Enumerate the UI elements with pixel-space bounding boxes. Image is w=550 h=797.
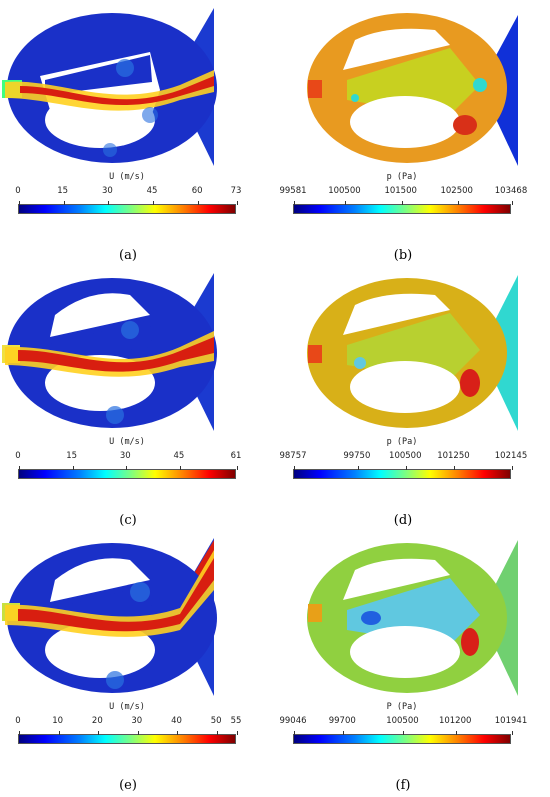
colorbar-tick-e [98,731,100,735]
colorbar-b [293,201,513,214]
colorbar-tick-label-d: 99750 [343,451,371,461]
caption-f: (f) [395,778,411,793]
colorbar-tick-label-f: 100500 [386,716,419,726]
colorbar-tick-label-a: 0 [15,186,21,196]
colorbar-title-a: U (m/s) [109,172,145,182]
colorbar-title-d: p (Pa) [386,437,418,447]
colorbar-tick-label-a: 30 [101,186,113,196]
colorbar-tick-b [294,201,295,205]
colorbar-tick-a [198,201,199,205]
panel-e [0,530,275,795]
colorbar-tick-c [72,466,74,470]
colorbar-tick-label-e: 50 [210,716,222,726]
colorbar-tick-label-c: 0 [15,451,21,461]
colorbar-tick-label-c: 61 [230,451,242,461]
colorbar-tick-e [177,731,179,735]
colorbar-tick-label-a: 60 [191,186,203,196]
colorbar-tick-d [454,466,456,470]
colorbar-tick-label-b: 100500 [328,186,361,196]
colorbar-f [293,731,513,744]
colorbar-tick-b [457,201,459,205]
colorbar-tick-f [294,731,295,735]
velocity-contour-c [2,273,217,431]
colorbar-tick-e [217,731,218,735]
colorbar-tick-e [137,731,139,735]
panel-b [275,0,550,265]
colorbar-tick-label-f: 101200 [438,716,472,726]
panel-c [0,265,275,530]
colorbar-tick-label-c: 30 [119,451,131,461]
colorbar-tick-f [456,731,457,735]
colorbar-tick-f [512,731,513,735]
caption-c: (c) [119,513,137,528]
caption-a: (a) [119,248,137,263]
colorbar-tick-label-e: 20 [91,716,103,726]
colorbar-tick-label-f: 101941 [494,716,528,726]
colorbar-tick-label-d: 101250 [437,451,470,461]
colorbar-tick-label-a: 45 [146,186,158,196]
colorbar-tick-f [343,731,345,735]
colorbar-tick-c [19,466,20,470]
colorbar-tick-label-e: 55 [230,716,242,726]
velocity-contour-a [2,8,217,166]
colorbar-tick-label-d: 100500 [389,451,422,461]
colorbar-tick-label-d: 102145 [494,451,528,461]
colorbar-tick-label-a: 73 [230,186,242,196]
pressure-contour-d [307,275,518,431]
pressure-contour-b [307,13,518,166]
colorbar-tick-a [63,201,65,205]
colorbar-tick-label-b: 99581 [279,186,307,196]
colorbar-tick-label-b: 103468 [494,186,528,196]
panel-a [0,0,275,265]
colorbar-tick-b [345,201,347,205]
colorbar-c [18,466,238,479]
colorbar-title-f: P (Pa) [386,702,418,712]
colorbar-tick-b [401,201,403,205]
velocity-contour-e [2,538,217,696]
colorbar-tick-a [237,201,238,205]
colorbar-tick-label-b: 102500 [440,186,473,196]
colorbar-e [18,731,238,744]
colorbar-tick-label-a: 15 [57,186,69,196]
colorbar-tick-f [403,731,405,735]
colorbar-tick-a [19,201,20,205]
pressure-contour-f [307,540,518,696]
colorbar-tick-d [294,466,295,470]
colorbar-tick-e [58,731,60,735]
colorbar-tick-e [19,731,20,735]
colorbar-tick-label-f: 99700 [328,716,356,726]
colorbar-tick-label-c: 15 [66,451,78,461]
colorbar-tick-c [237,466,238,470]
colorbar-title-b: p (Pa) [386,172,418,182]
colorbar-tick-e [237,731,238,735]
colorbar-tick-b [512,201,513,205]
colorbar-tick-a [108,201,110,205]
colorbar-d [293,466,513,479]
colorbar-tick-label-e: 30 [131,716,143,726]
colorbar-tick-label-e: 0 [15,716,21,726]
colorbar-tick-label-b: 101500 [384,186,417,196]
caption-e: (e) [119,778,137,793]
colorbar-tick-c [126,466,128,470]
caption-d: (d) [393,513,413,528]
colorbar-tick-c [179,466,181,470]
panel-f [275,530,550,795]
colorbar-tick-label-c: 45 [173,451,185,461]
colorbar-a [18,201,238,214]
colorbar-tick-d [512,466,513,470]
colorbar-title-c: U (m/s) [109,437,145,447]
colorbar-tick-a [153,201,154,205]
colorbar-tick-label-e: 40 [171,716,182,726]
panel-d [275,265,550,530]
colorbar-tick-label-f: 99046 [279,716,307,726]
colorbar-tick-label-d: 98757 [279,451,307,461]
colorbar-tick-label-e: 10 [52,716,64,726]
colorbar-tick-d [406,466,408,470]
caption-b: (b) [393,248,413,263]
colorbar-title-e: U (m/s) [109,702,145,712]
colorbar-tick-d [357,466,359,470]
